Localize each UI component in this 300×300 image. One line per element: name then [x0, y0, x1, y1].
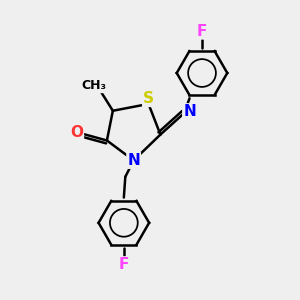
Text: F: F	[197, 24, 207, 39]
Text: N: N	[183, 104, 196, 119]
Text: S: S	[143, 91, 154, 106]
Text: N: N	[127, 153, 140, 168]
Text: O: O	[70, 125, 83, 140]
Text: CH₃: CH₃	[82, 79, 106, 92]
Text: F: F	[119, 257, 129, 272]
